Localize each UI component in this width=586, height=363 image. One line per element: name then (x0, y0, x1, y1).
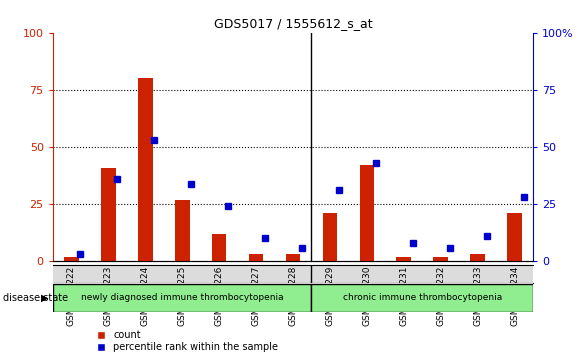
Text: GSM1141225: GSM1141225 (178, 266, 186, 326)
Text: GSM1141229: GSM1141229 (325, 266, 335, 326)
Bar (360, 165, 374, 261)
Text: GSM1141227: GSM1141227 (251, 266, 261, 326)
Bar (434, 257, 448, 261)
Bar (175, 200, 189, 261)
Bar (285, 254, 301, 261)
Legend: count, percentile rank within the sample: count, percentile rank within the sample (87, 327, 282, 356)
Text: GSM1141228: GSM1141228 (288, 266, 298, 326)
Bar (138, 78, 152, 261)
Text: GSM1141224: GSM1141224 (141, 266, 149, 326)
Text: disease state: disease state (3, 293, 68, 303)
Bar (397, 257, 411, 261)
Bar (53, 284, 312, 311)
Text: GSM1141232: GSM1141232 (437, 266, 445, 326)
Text: GSM1141234: GSM1141234 (510, 266, 519, 326)
Bar (471, 254, 485, 261)
Text: GSM1141230: GSM1141230 (362, 266, 372, 326)
Text: GSM1141222: GSM1141222 (67, 266, 76, 326)
Text: GSM1141226: GSM1141226 (214, 266, 224, 326)
Text: ▶: ▶ (41, 293, 49, 303)
Bar (322, 213, 338, 261)
Bar (312, 284, 533, 311)
Text: GSM1141233: GSM1141233 (473, 266, 482, 326)
Bar (212, 234, 226, 261)
Text: newly diagnosed immune thrombocytopenia: newly diagnosed immune thrombocytopenia (81, 293, 284, 302)
Text: GSM1141231: GSM1141231 (400, 266, 408, 326)
Text: GSM1141223: GSM1141223 (104, 266, 113, 326)
Bar (507, 213, 522, 261)
Title: GDS5017 / 1555612_s_at: GDS5017 / 1555612_s_at (214, 17, 372, 30)
Bar (248, 254, 264, 261)
Bar (64, 257, 79, 261)
Bar (101, 168, 115, 261)
Text: chronic immune thrombocytopenia: chronic immune thrombocytopenia (343, 293, 502, 302)
